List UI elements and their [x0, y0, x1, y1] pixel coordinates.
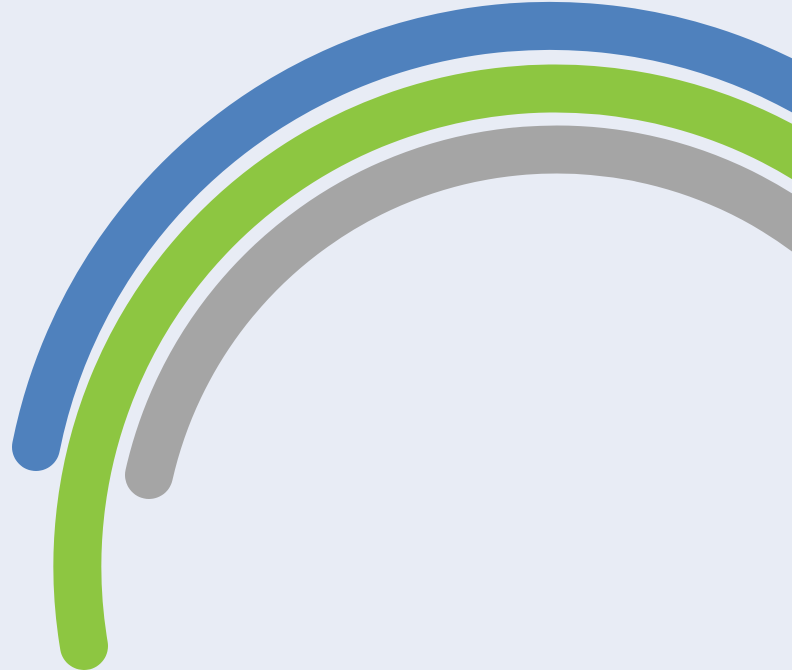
gray-arc	[125, 125, 792, 499]
blue-arc	[12, 1, 792, 471]
green-arc	[53, 64, 792, 670]
